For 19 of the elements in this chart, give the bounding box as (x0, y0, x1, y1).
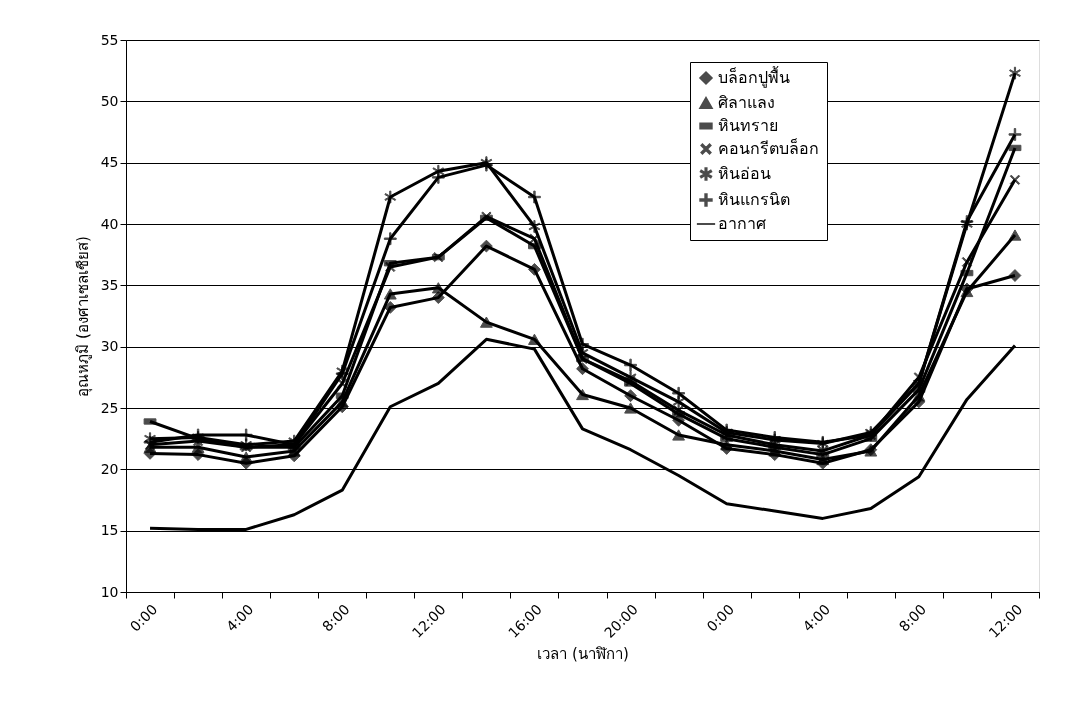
legend-label: หินอ่อน (718, 164, 771, 183)
x-axis-title: เวลา (นาฬิกา) (537, 644, 629, 663)
y-tick-label: 45 (100, 154, 119, 171)
y-tick-label: 50 (100, 92, 119, 109)
legend-label: หินแกรนิต (718, 190, 790, 209)
y-tick-label: 30 (100, 338, 119, 355)
y-axis-title: อุณหภูมิ (องศาเซลเซียส) (73, 236, 93, 397)
y-tick-label: 55 (100, 31, 119, 48)
legend-label: หินทราย (718, 116, 778, 135)
y-tick-label: 25 (100, 399, 119, 416)
y-tick-label: 20 (100, 460, 119, 477)
legend-label: อากาศ (718, 214, 766, 233)
legend-label: คอนกรีตบล็อก (718, 138, 819, 158)
y-tick-label: 40 (100, 215, 119, 232)
legend-label: บล็อกปูพื้น (718, 66, 790, 88)
y-tick-label: 10 (100, 583, 119, 600)
legend-label: ศิลาแลง (718, 93, 775, 112)
y-tick-label: 15 (100, 522, 119, 539)
y-tick-label: 35 (100, 276, 119, 293)
